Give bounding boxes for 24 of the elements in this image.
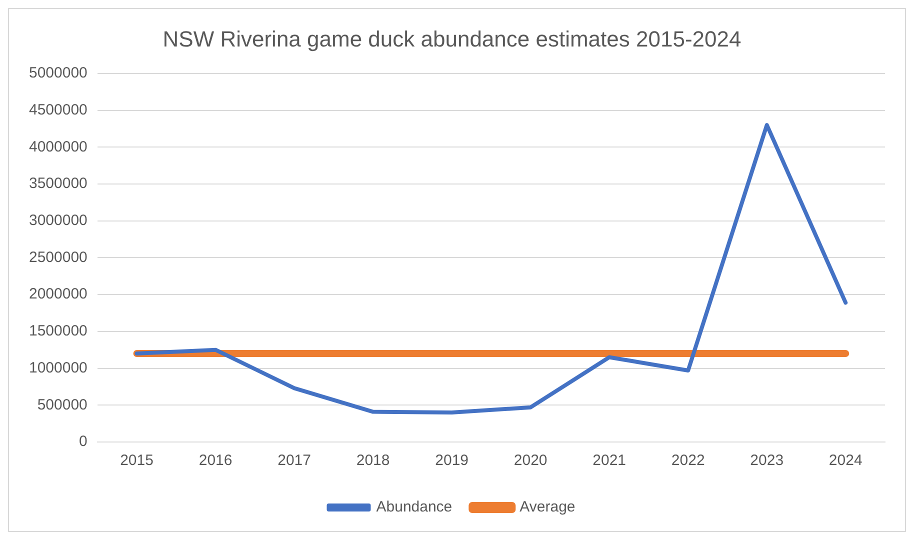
y-tick-label: 3000000 (28, 212, 88, 229)
x-tick-label: 2021 (592, 452, 626, 470)
y-tick-label: 5000000 (28, 64, 88, 82)
y-tick-label: 2500000 (28, 248, 88, 266)
x-tick-label: 2022 (671, 452, 705, 470)
y-tick-label: 2000000 (28, 286, 88, 303)
y-tick-label: 0 (79, 433, 88, 450)
y-tick-label: 500000 (37, 396, 88, 414)
x-tick-label: 2023 (750, 452, 784, 470)
x-tick-label: 2024 (828, 452, 862, 470)
y-tick-label: 4000000 (28, 138, 88, 156)
x-tick-label: 2015 (120, 452, 154, 470)
y-tick-label: 4500000 (28, 101, 88, 118)
x-tick-label: 2017 (278, 452, 311, 470)
y-tick-label: 1500000 (28, 322, 88, 340)
x-tick-label: 2016 (198, 452, 232, 470)
legend-label: Average (520, 498, 576, 516)
y-tick-label: 1000000 (28, 359, 88, 376)
x-tick-label: 2019 (435, 452, 469, 470)
x-tick-label: 2020 (514, 452, 548, 470)
x-tick-label: 2018 (356, 452, 390, 470)
y-tick-label: 3500000 (28, 175, 88, 192)
legend-label: Abundance (376, 498, 452, 516)
chart-title: NSW Riverina game duck abundance estimates 2015-2024 (162, 26, 742, 52)
